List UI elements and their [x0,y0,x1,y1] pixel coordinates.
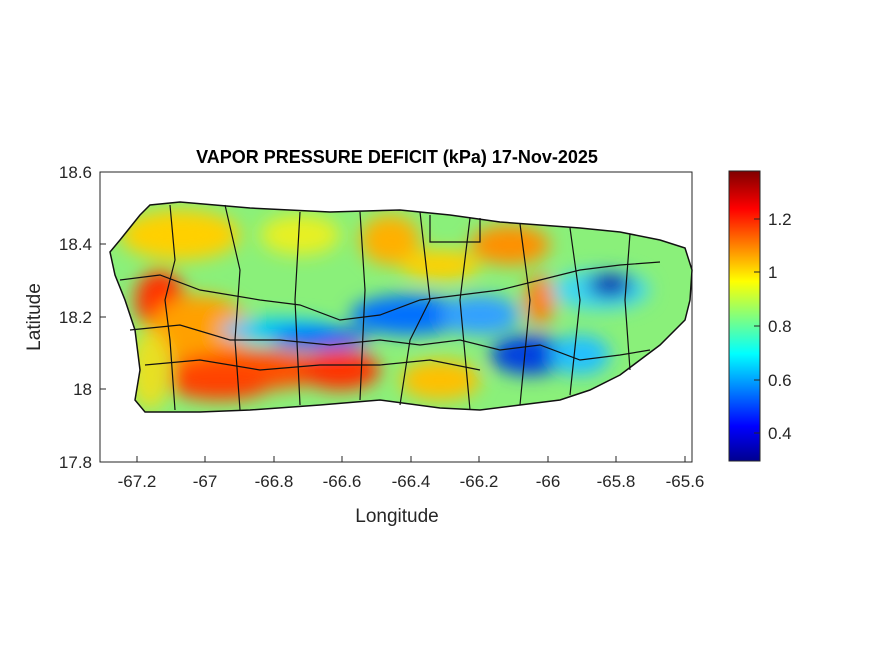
x-tick-label: -65.6 [666,472,705,491]
x-tick-label: -65.8 [597,472,636,491]
y-tick-label: 18.6 [59,163,92,182]
x-tick-label: -67 [193,472,218,491]
y-axis-label: Latitude [24,283,45,351]
municipal-borders [109,201,693,413]
y-tick-label: 18.4 [59,235,92,254]
y-tick-label: 18.2 [59,308,92,327]
x-tick-label: -66.6 [323,472,362,491]
y-ticks [100,243,106,390]
colorbar [728,170,761,462]
x-tick-label: -66.2 [460,472,499,491]
x-tick-label: -66.8 [255,472,294,491]
vpd-heatmap [110,202,692,412]
x-tick-label: -66.4 [392,472,431,491]
y-tick-label: 17.8 [59,453,92,472]
colorbar-tick-label: 0.4 [768,424,792,443]
y-tick-label: 18 [73,380,92,399]
x-ticks [136,456,686,462]
colorbar-tick-label: 0.8 [768,317,792,336]
x-tick-label: -66 [536,472,561,491]
colorbar-tick-label: 0.6 [768,371,792,390]
colorbar-tick-label: 1 [768,263,777,282]
x-tick-label: -67.2 [118,472,157,491]
x-axis-label: Longitude [355,506,438,527]
colorbar-tick-label: 1.2 [768,210,792,229]
chart-title: VAPOR PRESSURE DEFICIT (kPa) 17-Nov-2025 [196,147,598,167]
colorbar-ticks [754,218,760,434]
